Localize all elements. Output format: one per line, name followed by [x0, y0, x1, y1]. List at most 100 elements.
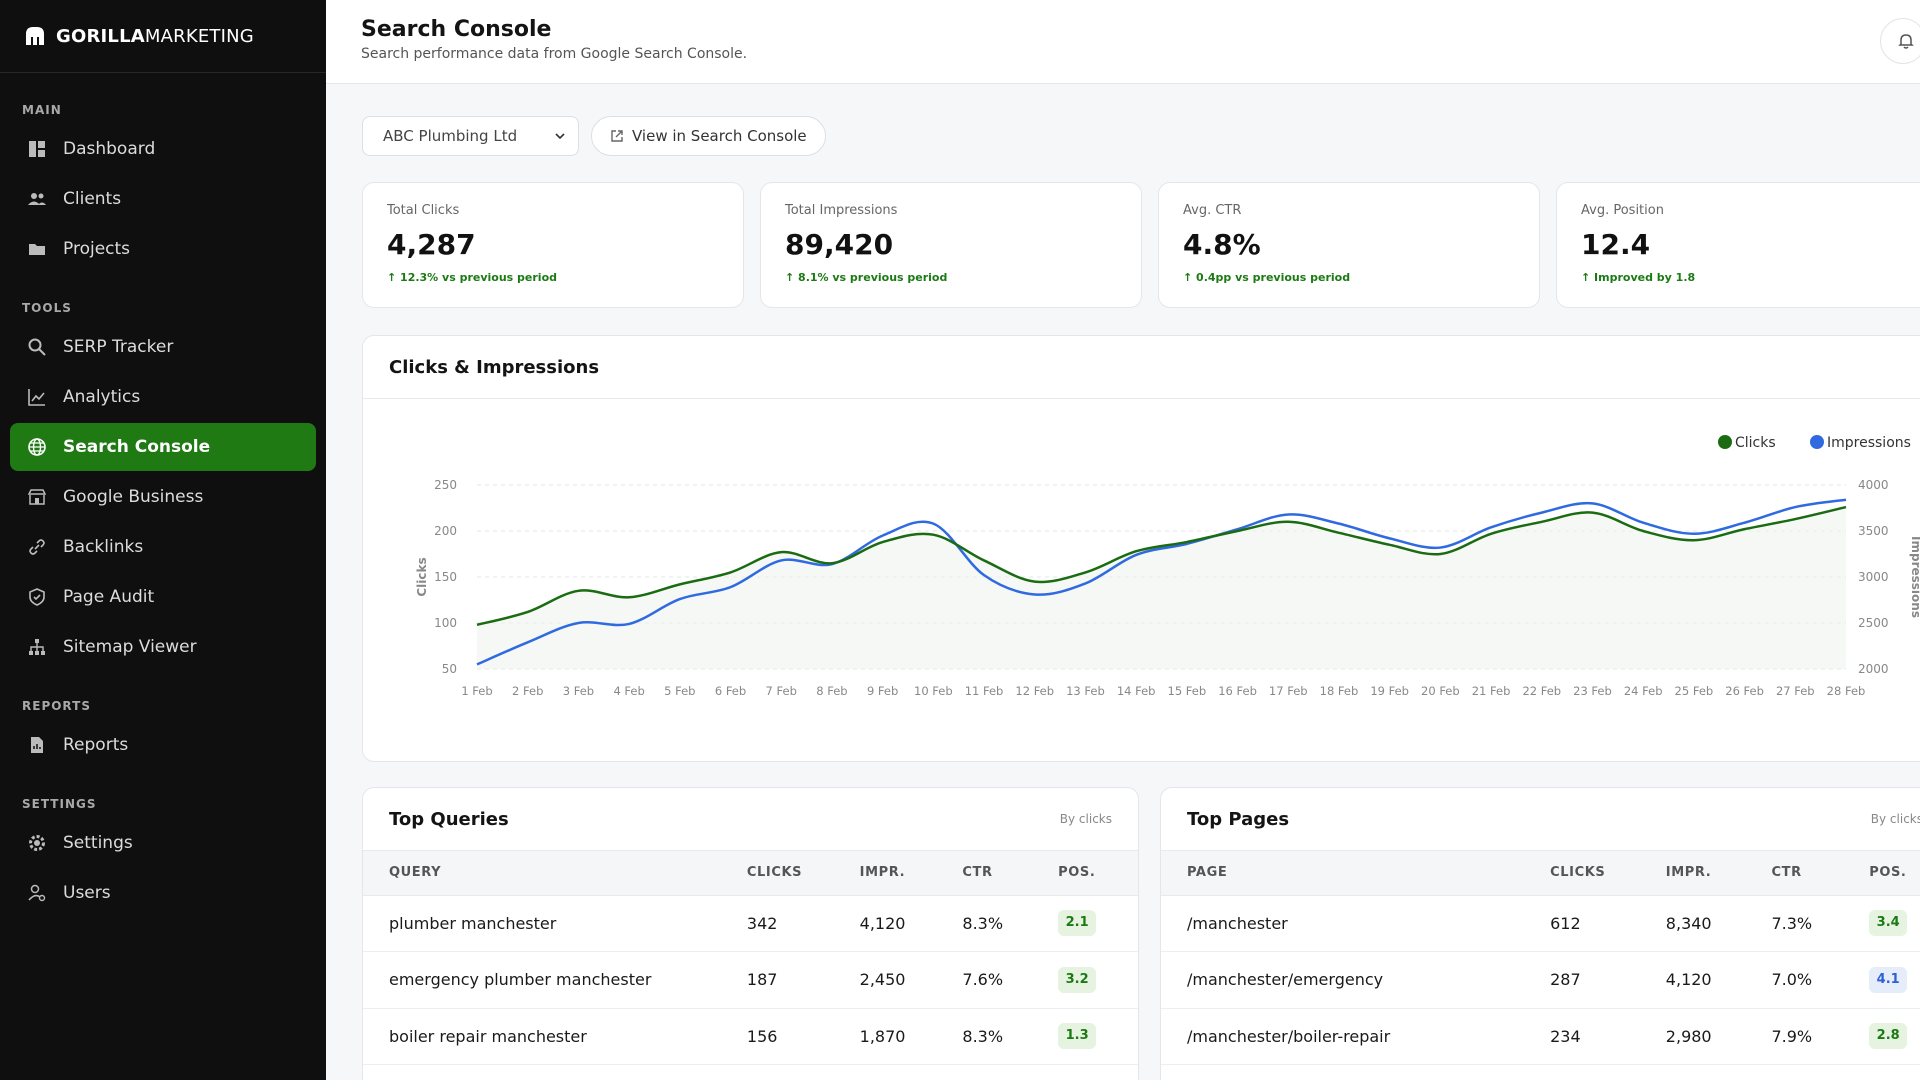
stat-label: Total Impressions	[785, 203, 898, 218]
position-badge: 3.4	[1869, 910, 1908, 937]
x-tick-label: 5 Feb	[664, 684, 695, 698]
column-header-clicks[interactable]: CLICKS	[746, 851, 860, 896]
top-pages-header: Top Pages By clicks	[1161, 788, 1920, 851]
x-tick-label: 24 Feb	[1624, 684, 1663, 698]
sidebar-item-search-console[interactable]: Search Console	[10, 423, 316, 471]
total-clicks-card: Total Clicks 4,287 ↑ 12.3% vs previous per…	[362, 182, 744, 308]
x-tick-label: 15 Feb	[1168, 684, 1207, 698]
stat-value: 4,287	[387, 228, 476, 261]
sidebar-item-serp-tracker[interactable]: SERP Tracker	[10, 323, 316, 371]
view-in-search-console-button[interactable]: View in Search Console	[591, 116, 826, 156]
stats-row: Total Clicks 4,287 ↑ 12.3% vs previous per…	[362, 182, 1920, 308]
table-row[interactable]: /manchester/boiler-repair 234 2,980 7.9% 2.8	[1161, 1008, 1920, 1065]
x-tick-label: 9 Feb	[867, 684, 898, 698]
row-impr: 2,980	[1665, 1008, 1772, 1065]
x-tick-label: 18 Feb	[1320, 684, 1359, 698]
sidebar-nav: MAIN Dashboard Clients Projects TOOLS SERP Tr…	[0, 103, 326, 917]
sidebar-item-label: Sitemap Viewer	[63, 637, 197, 657]
row-clicks: 187	[746, 951, 860, 1009]
column-header-page[interactable]: PAGE	[1161, 851, 1551, 896]
column-header-query[interactable]: QUERY	[363, 851, 747, 896]
row-clicks: 612	[1550, 895, 1666, 952]
sidebar-item-label: Page Audit	[63, 587, 155, 607]
clicks-line	[476, 505, 1847, 627]
sidebar-item-reports[interactable]: Reports	[10, 721, 316, 769]
x-tick-label: 8 Feb	[816, 684, 847, 698]
sidebar-item-analytics[interactable]: Analytics	[10, 373, 316, 421]
table-row[interactable]: boiler repair manchester 156 1,870 8.3% 1.3	[363, 1008, 1138, 1065]
sidebar-item-projects[interactable]: Projects	[10, 225, 316, 273]
column-header-impr[interactable]: IMPR.	[1665, 851, 1772, 896]
top-queries-title: Top Queries	[389, 808, 509, 830]
total-impressions-card: Total Impressions 89,420 ↑ 8.1% vs previou…	[760, 182, 1142, 308]
column-header-pos[interactable]: POS.	[1058, 851, 1138, 896]
top-queries-card: Top Queries By clicks QUERY CLICKS IMPR. CT…	[362, 787, 1139, 1080]
nav-section-settings: SETTINGS	[22, 797, 97, 811]
top-queries-table: QUERY CLICKS IMPR. CTR POS. plumber manchest…	[363, 851, 1138, 1065]
sidebar-item-backlinks[interactable]: Backlinks	[10, 523, 316, 571]
users-icon	[28, 193, 46, 205]
column-header-ctr[interactable]: CTR	[1771, 851, 1870, 896]
sidebar-item-clients[interactable]: Clients	[10, 175, 316, 223]
row-pos: 4.1	[1869, 951, 1920, 1009]
y2-tick-label: 4000	[1858, 478, 1889, 492]
y2-tick-label: 3000	[1858, 570, 1889, 584]
x-tick-label: 21 Feb	[1472, 684, 1511, 698]
column-header-clicks[interactable]: CLICKS	[1550, 851, 1666, 896]
page-subtitle: Search performance data from Google Sear…	[361, 46, 748, 62]
sidebar-item-label: Dashboard	[63, 139, 156, 159]
brand-logo[interactable]: GORILLAMARKETING	[0, 0, 326, 73]
sidebar-item-sitemap-viewer[interactable]: Sitemap Viewer	[10, 623, 316, 671]
row-clicks: 156	[746, 1008, 860, 1065]
row-impr: 1,870	[859, 1008, 963, 1065]
sidebar-item-label: Analytics	[63, 387, 141, 407]
impressions-line	[476, 498, 1847, 666]
sidebar-item-users[interactable]: Users	[10, 869, 316, 917]
client-select[interactable]: ABC Plumbing Ltd	[362, 116, 579, 156]
x-tick-label: 23 Feb	[1573, 684, 1612, 698]
notifications-button[interactable]	[1880, 18, 1920, 64]
row-pos: 2.8	[1869, 1008, 1920, 1065]
bell-icon	[1898, 34, 1914, 49]
legend-label-clicks[interactable]: Clicks	[1735, 435, 1776, 451]
stat-label: Total Clicks	[387, 203, 460, 218]
page-title: Search Console	[361, 17, 552, 42]
stat-delta: ↑ 8.1% vs previous period	[785, 271, 948, 284]
table-row[interactable]: plumber manchester 342 4,120 8.3% 2.1	[363, 895, 1138, 952]
sidebar-item-label: Projects	[63, 239, 131, 259]
sidebar-item-label: Settings	[63, 833, 133, 853]
x-tick-label: 12 Feb	[1015, 684, 1054, 698]
table-header-row: PAGE CLICKS IMPR. CTR POS.	[1161, 851, 1920, 896]
clicks-impressions-card: Clicks & Impressions 50 100 150 200 250 2000 2…	[362, 335, 1920, 762]
stat-value: 12.4	[1581, 228, 1651, 261]
y-tick-label: 250	[434, 478, 457, 492]
y-tick-label: 200	[434, 524, 457, 538]
x-tick-label: 25 Feb	[1675, 684, 1714, 698]
row-ctr: 7.6%	[962, 951, 1059, 1009]
sitemap-icon	[29, 639, 45, 655]
x-tick-label: 7 Feb	[766, 684, 797, 698]
x-tick-label: 27 Feb	[1776, 684, 1815, 698]
sidebar-item-dashboard[interactable]: Dashboard	[10, 125, 316, 173]
y-tick-label: 50	[442, 662, 457, 676]
table-row[interactable]: /manchester/emergency 287 4,120 7.0% 4.1	[1161, 951, 1920, 1009]
row-label: /manchester/boiler-repair	[1161, 1008, 1551, 1065]
row-impr: 2,450	[859, 951, 963, 1009]
sidebar-item-settings[interactable]: Settings	[10, 819, 316, 867]
store-icon	[27, 489, 47, 505]
x-tick-label: 20 Feb	[1421, 684, 1460, 698]
top-pages-title: Top Pages	[1187, 808, 1290, 830]
table-row[interactable]: emergency plumber manchester 187 2,450 7.6%…	[363, 951, 1138, 1009]
x-tick-label: 10 Feb	[914, 684, 953, 698]
row-impr: 4,120	[1665, 951, 1772, 1009]
x-tick-label: 11 Feb	[965, 684, 1004, 698]
sidebar-item-page-audit[interactable]: Page Audit	[10, 573, 316, 621]
legend-label-impressions[interactable]: Impressions	[1827, 435, 1911, 451]
column-header-pos[interactable]: POS.	[1869, 851, 1920, 896]
y2-tick-label: 2500	[1858, 616, 1889, 630]
sidebar-item-google-business[interactable]: Google Business	[10, 473, 316, 521]
top-pages-card: Top Pages By clicks PAGE CLICKS IMPR. CTR PO…	[1160, 787, 1920, 1080]
column-header-impr[interactable]: IMPR.	[859, 851, 963, 896]
column-header-ctr[interactable]: CTR	[962, 851, 1059, 896]
table-row[interactable]: /manchester 612 8,340 7.3% 3.4	[1161, 895, 1920, 952]
